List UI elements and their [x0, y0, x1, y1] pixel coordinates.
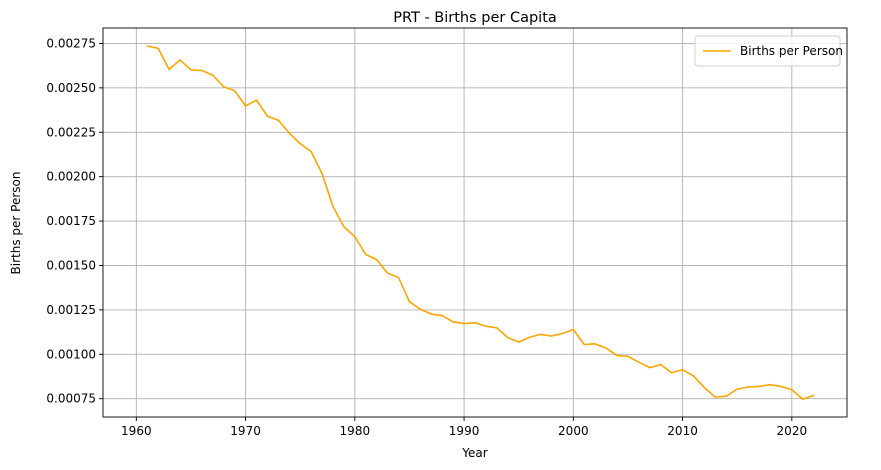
y-tick-label: 0.00100 [46, 347, 96, 361]
x-tick-label: 2020 [777, 424, 808, 438]
data-point [616, 354, 618, 357]
series-line [147, 45, 814, 401]
x-tick-label: 2000 [558, 424, 589, 438]
data-point [233, 89, 236, 92]
grid [103, 28, 847, 417]
data-point [310, 150, 312, 153]
plot-frame [102, 27, 848, 418]
data-point [343, 225, 345, 228]
data-point [769, 383, 771, 386]
legend: Births per Person [694, 35, 843, 67]
data-point [594, 343, 596, 345]
y-tick-label: 0.00275 [46, 36, 96, 50]
data-point [277, 119, 280, 121]
series-layer [146, 45, 815, 401]
data-point [419, 308, 422, 310]
y-tick-label: 0.00225 [46, 125, 96, 139]
data-point [692, 375, 695, 377]
data-point [212, 74, 214, 77]
y-tick-label: 0.00075 [46, 392, 96, 406]
chart-title: PRT - Births per Capita [393, 10, 557, 26]
data-point [222, 85, 225, 88]
x-axis-label: Year [461, 446, 487, 460]
data-point [539, 333, 542, 336]
data-point [485, 325, 487, 328]
data-point [583, 343, 586, 346]
x-tick-label: 1960 [121, 424, 152, 438]
data-point [463, 322, 465, 325]
data-point [780, 385, 782, 388]
data-point [266, 115, 269, 117]
data-point [452, 321, 454, 323]
data-point [791, 388, 793, 391]
legend-box [694, 35, 841, 67]
data-point [375, 258, 378, 261]
data-point [201, 69, 203, 72]
data-point [528, 336, 531, 339]
y-tick-label: 0.00250 [46, 81, 96, 95]
y-tick-label: 0.00150 [46, 258, 96, 272]
data-point [179, 59, 181, 61]
x-tick-label: 1980 [340, 424, 371, 438]
data-point [812, 394, 815, 397]
data-point [441, 314, 444, 317]
data-point [255, 99, 258, 101]
y-axis: 0.00075 0.00100 0.00125 0.00150 0.00175 0.002… [46, 36, 103, 406]
data-point [354, 235, 356, 238]
y-tick-label: 0.00175 [46, 214, 96, 228]
data-point [397, 276, 400, 279]
data-point [190, 69, 192, 71]
y-tick-label: 0.00125 [46, 303, 96, 317]
data-point [288, 132, 291, 134]
x-tick-label: 1990 [449, 424, 480, 438]
data-point [747, 386, 749, 388]
legend-label: Births per Person [740, 44, 843, 58]
data-point [408, 300, 411, 303]
data-point [299, 142, 302, 145]
data-point [244, 105, 247, 107]
data-point [714, 396, 717, 398]
data-point [168, 68, 170, 71]
data-point [474, 321, 476, 324]
x-tick-label: 1970 [230, 424, 261, 438]
data-point [638, 361, 640, 364]
data-point [659, 363, 662, 366]
data-point [517, 341, 520, 343]
x-axis: 1960 1970 1980 1990 2000 2010 2020 [121, 417, 807, 438]
plot-area [103, 28, 847, 417]
data-point [386, 272, 389, 274]
data-point [157, 47, 159, 50]
data-point [725, 395, 728, 398]
data-point [572, 328, 575, 331]
data-point [430, 313, 433, 315]
data-point [736, 388, 738, 390]
data-point [332, 205, 334, 208]
data-point [506, 336, 509, 339]
data-point [364, 253, 367, 256]
data-point [321, 172, 323, 175]
data-point [627, 355, 629, 358]
x-tick-label: 2010 [667, 424, 698, 438]
data-point [681, 368, 684, 371]
data-point [146, 45, 149, 47]
data-point [649, 366, 651, 369]
data-point [550, 335, 553, 337]
y-axis-label: Births per Person [9, 172, 23, 275]
y-tick-label: 0.00200 [46, 170, 96, 184]
data-point [561, 332, 564, 335]
data-point [801, 398, 804, 401]
data-point [670, 371, 673, 374]
data-point [703, 386, 706, 389]
data-point [605, 347, 607, 349]
data-point [496, 327, 498, 329]
data-point [758, 385, 760, 388]
